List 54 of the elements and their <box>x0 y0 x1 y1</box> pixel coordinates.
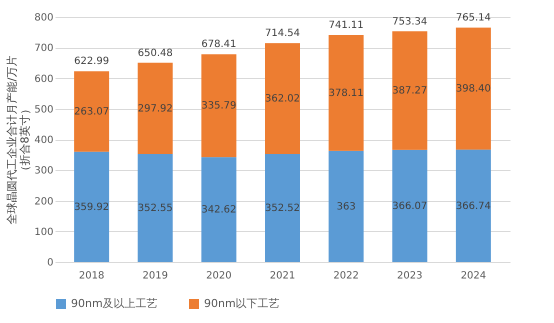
data-label: 359.92 <box>74 202 110 213</box>
bar <box>392 31 428 150</box>
data-label: 363 <box>336 201 356 212</box>
x-tick-label: 2021 <box>270 270 296 282</box>
y-tick-label: 100 <box>34 226 54 238</box>
total-label: 650.48 <box>138 48 173 59</box>
y-tick-label: 400 <box>34 135 54 146</box>
bar <box>265 43 300 154</box>
y-axis-title: 全球晶圆代工企业合计月产能/万片（折合8英寸） <box>5 56 32 224</box>
x-tick-label: 2023 <box>397 270 422 282</box>
y-tick-label: 200 <box>34 196 54 208</box>
y-tick-label: 500 <box>34 104 54 116</box>
bar <box>138 62 173 154</box>
bar <box>201 157 236 262</box>
data-label: 398.40 <box>456 84 491 95</box>
data-label: 378.11 <box>328 88 364 99</box>
bar <box>456 150 491 262</box>
data-label: 387.27 <box>392 86 428 97</box>
total-label: 714.54 <box>265 28 300 40</box>
bar <box>74 152 110 262</box>
y-tick-label: 700 <box>34 43 54 54</box>
bar <box>392 150 428 262</box>
data-label: 366.74 <box>456 200 491 212</box>
data-label: 352.55 <box>138 203 173 214</box>
total-label: 622.99 <box>74 56 110 68</box>
data-label: 352.52 <box>265 203 300 214</box>
x-tick-label: 2024 <box>460 270 486 282</box>
data-label: 342.62 <box>201 204 236 216</box>
y-tick-label: 0 <box>47 258 54 268</box>
legend-label: 90nm及以上工艺 <box>71 297 158 310</box>
data-label: 297.92 <box>138 103 173 114</box>
x-tick-label: 2019 <box>142 270 168 282</box>
x-tick-label: 2018 <box>78 270 104 282</box>
total-label: 741.11 <box>328 20 364 32</box>
bar <box>328 35 364 151</box>
bar <box>265 154 300 262</box>
total-label: 753.34 <box>392 16 428 28</box>
y-tick-label: 800 <box>34 12 54 24</box>
legend-label: 90nm以下工艺 <box>204 297 280 310</box>
data-label: 263.07 <box>74 106 110 118</box>
total-label: 765.14 <box>456 12 491 24</box>
total-label: 678.41 <box>201 39 236 50</box>
bar <box>74 71 110 152</box>
x-tick-label: 2020 <box>206 270 232 282</box>
bar <box>328 150 364 262</box>
data-label: 362.02 <box>265 94 300 105</box>
bar <box>456 28 491 150</box>
y-tick-label: 600 <box>34 74 54 85</box>
x-tick-label: 2022 <box>333 270 359 282</box>
bar <box>201 54 236 158</box>
y-tick-label: 300 <box>34 166 54 177</box>
data-label: 335.79 <box>201 100 236 112</box>
bar <box>138 154 173 262</box>
data-label: 366.07 <box>392 200 428 212</box>
